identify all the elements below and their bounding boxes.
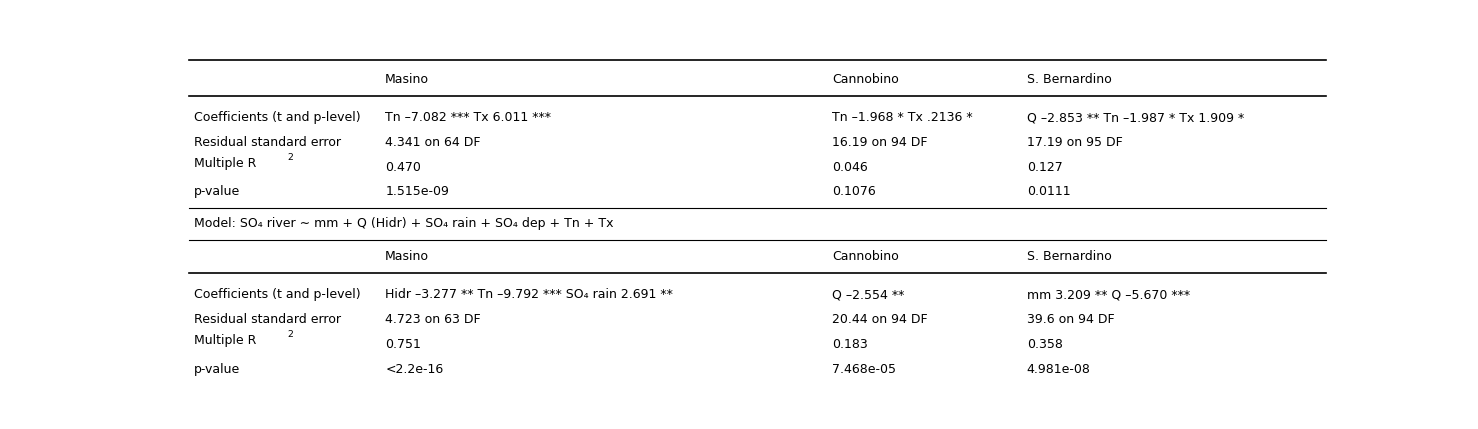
Text: Multiple R: Multiple R <box>194 157 256 170</box>
Text: 17.19 on 95 DF: 17.19 on 95 DF <box>1027 136 1122 149</box>
Text: Cannobino: Cannobino <box>832 251 899 263</box>
Text: Model: SO₄ river ∼ mm + Q (Hidr) + SO₄ rain + SO₄ dep + Tn + Tx: Model: SO₄ river ∼ mm + Q (Hidr) + SO₄ r… <box>194 218 613 230</box>
Text: Tn –7.082 *** Tx 6.011 ***: Tn –7.082 *** Tx 6.011 *** <box>386 111 551 124</box>
Text: 0.127: 0.127 <box>1027 160 1063 174</box>
Text: S. Bernardino: S. Bernardino <box>1027 73 1111 86</box>
Text: Q –2.853 ** Tn –1.987 * Tx 1.909 *: Q –2.853 ** Tn –1.987 * Tx 1.909 * <box>1027 111 1244 124</box>
Text: Cannobino: Cannobino <box>832 73 899 86</box>
Text: 0.0111: 0.0111 <box>1027 185 1070 198</box>
Text: Masino: Masino <box>386 251 429 263</box>
Text: 7.468e-05: 7.468e-05 <box>832 363 896 376</box>
Text: 16.19 on 94 DF: 16.19 on 94 DF <box>832 136 927 149</box>
Text: Tn –1.968 * Tx .2136 *: Tn –1.968 * Tx .2136 * <box>832 111 973 124</box>
Text: 0.046: 0.046 <box>832 160 868 174</box>
Text: Hidr –3.277 ** Tn –9.792 *** SO₄ rain 2.691 **: Hidr –3.277 ** Tn –9.792 *** SO₄ rain 2.… <box>386 288 672 302</box>
Text: 0.751: 0.751 <box>386 338 421 351</box>
Text: 2: 2 <box>288 330 294 339</box>
Text: 4.981e-08: 4.981e-08 <box>1027 363 1091 376</box>
Text: p-value: p-value <box>194 185 239 198</box>
Text: Coefficients (t and p-level): Coefficients (t and p-level) <box>194 288 361 302</box>
Text: Q –2.554 **: Q –2.554 ** <box>832 288 905 302</box>
Text: 0.470: 0.470 <box>386 160 421 174</box>
Text: 2: 2 <box>288 153 294 162</box>
Text: 0.183: 0.183 <box>832 338 868 351</box>
Text: 20.44 on 94 DF: 20.44 on 94 DF <box>832 313 928 326</box>
Text: <2.2e-16: <2.2e-16 <box>386 363 443 376</box>
Text: 1.515e-09: 1.515e-09 <box>386 185 449 198</box>
Text: S. Bernardino: S. Bernardino <box>1027 251 1111 263</box>
Text: 0.358: 0.358 <box>1027 338 1063 351</box>
Text: mm 3.209 ** Q –5.670 ***: mm 3.209 ** Q –5.670 *** <box>1027 288 1190 302</box>
Text: Residual standard error: Residual standard error <box>194 136 341 149</box>
Text: Masino: Masino <box>386 73 429 86</box>
Text: Residual standard error: Residual standard error <box>194 313 341 326</box>
Text: p-value: p-value <box>194 363 239 376</box>
Text: 4.341 on 64 DF: 4.341 on 64 DF <box>386 136 480 149</box>
Text: 4.723 on 63 DF: 4.723 on 63 DF <box>386 313 480 326</box>
Text: 39.6 on 94 DF: 39.6 on 94 DF <box>1027 313 1114 326</box>
Text: 0.1076: 0.1076 <box>832 185 875 198</box>
Text: Multiple R: Multiple R <box>194 335 256 347</box>
Text: Coefficients (t and p-level): Coefficients (t and p-level) <box>194 111 361 124</box>
